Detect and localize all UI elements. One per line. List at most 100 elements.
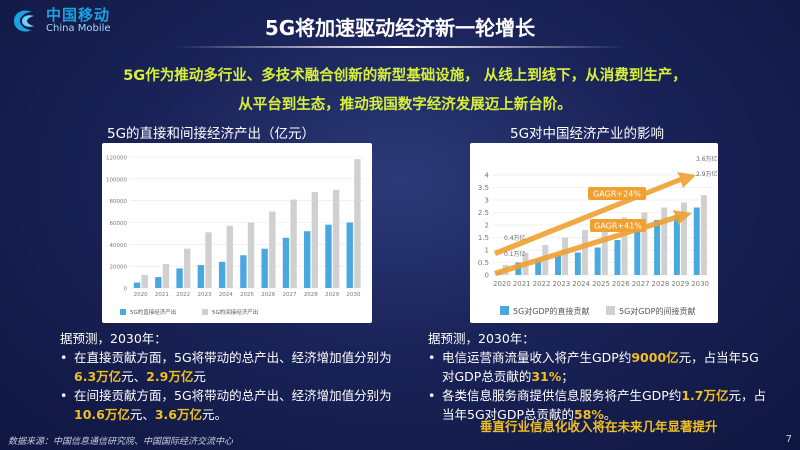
y-tick-label: 100000	[106, 177, 127, 183]
bar-direct	[594, 247, 601, 275]
text: 元、	[129, 407, 155, 422]
text: 在直接贡献方面，5G将带动的总产出、经济增加值分别为	[74, 350, 392, 365]
y-tick-label: 60000	[110, 221, 128, 227]
logo-text-cn: 中国移动	[46, 5, 111, 24]
bar-indirect	[354, 159, 361, 288]
bar-indirect	[562, 237, 569, 275]
legend-swatch	[500, 306, 509, 315]
x-tick-label: 2023	[552, 280, 570, 288]
bar-direct	[535, 260, 542, 275]
y-tick-label: 3.5	[478, 184, 489, 192]
bar-indirect	[661, 207, 668, 275]
text: 电信运营商流量收入将产生GDP约	[442, 350, 632, 365]
x-tick-label: 2027	[632, 280, 650, 288]
x-tick-label: 2022	[533, 280, 551, 288]
bar-indirect	[332, 189, 340, 288]
legend-swatch	[606, 306, 615, 315]
bar-direct	[240, 255, 247, 288]
y-tick-label: 3	[485, 197, 489, 205]
bar-direct	[304, 231, 311, 288]
x-tick-label: 2024	[572, 280, 590, 288]
text: 元	[193, 369, 206, 384]
left-bar-chart: 0 20000 40000 60000 80000 100000 120000 2020 202…	[106, 156, 364, 316]
bar-indirect	[601, 225, 608, 275]
bar-direct	[673, 215, 680, 275]
bar-direct	[133, 282, 141, 288]
bar-indirect	[311, 191, 319, 288]
annotation-label: 0.4万亿	[504, 234, 526, 242]
bar-indirect	[581, 230, 588, 275]
bar-indirect	[162, 263, 170, 288]
annotation-label: 0.1万亿	[504, 250, 526, 258]
x-tick-label: 2025	[592, 280, 610, 288]
x-tick-label: 2026	[261, 292, 275, 298]
x-tick-label: 2026	[612, 280, 630, 288]
bar-indirect	[641, 212, 648, 275]
legend-label: 5G的间接经济产出	[212, 308, 258, 316]
right-chart-panel: 0 0.5 1 1.5 2 2.5 3 3.5 4 2020 2021 2022 2023 2024 202…	[470, 143, 718, 323]
y-tick-label: 0	[485, 272, 489, 280]
bar-indirect	[141, 274, 148, 288]
x-tick-label: 2027	[283, 292, 297, 298]
left-note-bullet-1: • 在直接贡献方面，5G将带动的总产出、经济增加值分别为 6.3万亿元、2.9万亿…	[60, 348, 400, 386]
y-tick-label: 40000	[110, 243, 128, 249]
text: ；	[561, 369, 574, 384]
bar-direct	[282, 237, 290, 288]
cagr-label-upper: GAGR+24%	[593, 190, 641, 199]
legend-label: 5G对GDP的间接贡献	[619, 306, 695, 316]
bar-indirect	[700, 195, 707, 275]
value-service-gdp: 1.7万亿	[681, 388, 729, 403]
bar-indirect	[681, 202, 688, 275]
x-tick-label: 2029	[671, 280, 689, 288]
bullet-dot: •	[60, 388, 68, 403]
value-service-share: 58%	[574, 407, 604, 422]
value-direct-output: 6.3万亿	[74, 369, 122, 384]
x-tick-label: 2023	[197, 292, 211, 298]
bar-indirect	[205, 232, 212, 288]
bar-indirect	[621, 217, 628, 275]
china-mobile-logo-icon	[14, 10, 34, 32]
x-tick-label: 2021	[513, 280, 531, 288]
bar-direct	[176, 268, 183, 288]
x-tick-label: 2028	[652, 280, 670, 288]
bar-direct	[614, 240, 621, 275]
bar-direct	[197, 265, 205, 288]
cagr-label-lower: GAGR+41%	[594, 222, 642, 231]
value-traffic-gdp: 9000亿	[631, 350, 679, 365]
annotation-label: 3.6万亿	[696, 155, 718, 163]
page-number: 7	[785, 434, 792, 445]
right-note-bullet-1: • 电信运营商流量收入将产生GDP约9000亿元，占当年5G对GDP总贡献的31…	[428, 348, 768, 386]
y-tick-label: 0	[124, 287, 128, 293]
left-chart-title: 5G的直接和间接经济产出（亿元）	[107, 126, 316, 142]
x-tick-label: 2030	[691, 280, 709, 288]
y-tick-label: 120000	[106, 156, 127, 162]
x-tick-label: 2028	[304, 292, 318, 298]
bar-direct	[693, 207, 700, 275]
cagr-badge-lower	[590, 219, 646, 232]
legend-label: 5G的直接经济产出	[130, 308, 176, 316]
left-forecast-note: 据预测，2030年： • 在直接贡献方面，5G将带动的总产出、经济增加值分别为 6…	[60, 329, 400, 424]
y-tick-label: 20000	[110, 265, 128, 271]
annotation-label: 2.9万亿	[696, 170, 718, 178]
x-tick-label: 2024	[219, 292, 233, 298]
value-indirect-added: 3.6万亿	[154, 407, 203, 422]
value-direct-added: 2.9万亿	[146, 369, 194, 384]
right-note-head: 据预测，2030年：	[428, 331, 535, 346]
intro-line-1: 5G作为推动多行业、多技术融合创新的新型基础设施， 从线上到线下，从消费到生产，	[123, 68, 687, 84]
x-tick-label: 2020	[134, 292, 148, 298]
right-chart-title: 5G对中国经济产业的影响	[510, 126, 665, 142]
text: 各类信息服务商提供信息服务将产生GDP约	[442, 388, 682, 403]
bar-direct	[261, 248, 268, 288]
x-tick-label: 2021	[155, 292, 169, 298]
data-source: 数据来源：中国信息通信研究院、中国国际经济交流中心	[8, 437, 234, 447]
bar-direct	[634, 227, 641, 275]
legend-swatch	[120, 309, 126, 315]
y-tick-label: 2	[485, 222, 489, 230]
bar-direct	[155, 277, 162, 288]
y-tick-label: 4	[485, 172, 490, 180]
y-tick-label: 0.5	[478, 259, 489, 267]
text: 元、	[121, 369, 147, 384]
text: 元，占当年5G对GDP总贡献的	[442, 350, 759, 384]
bullet-dot: •	[60, 350, 68, 365]
